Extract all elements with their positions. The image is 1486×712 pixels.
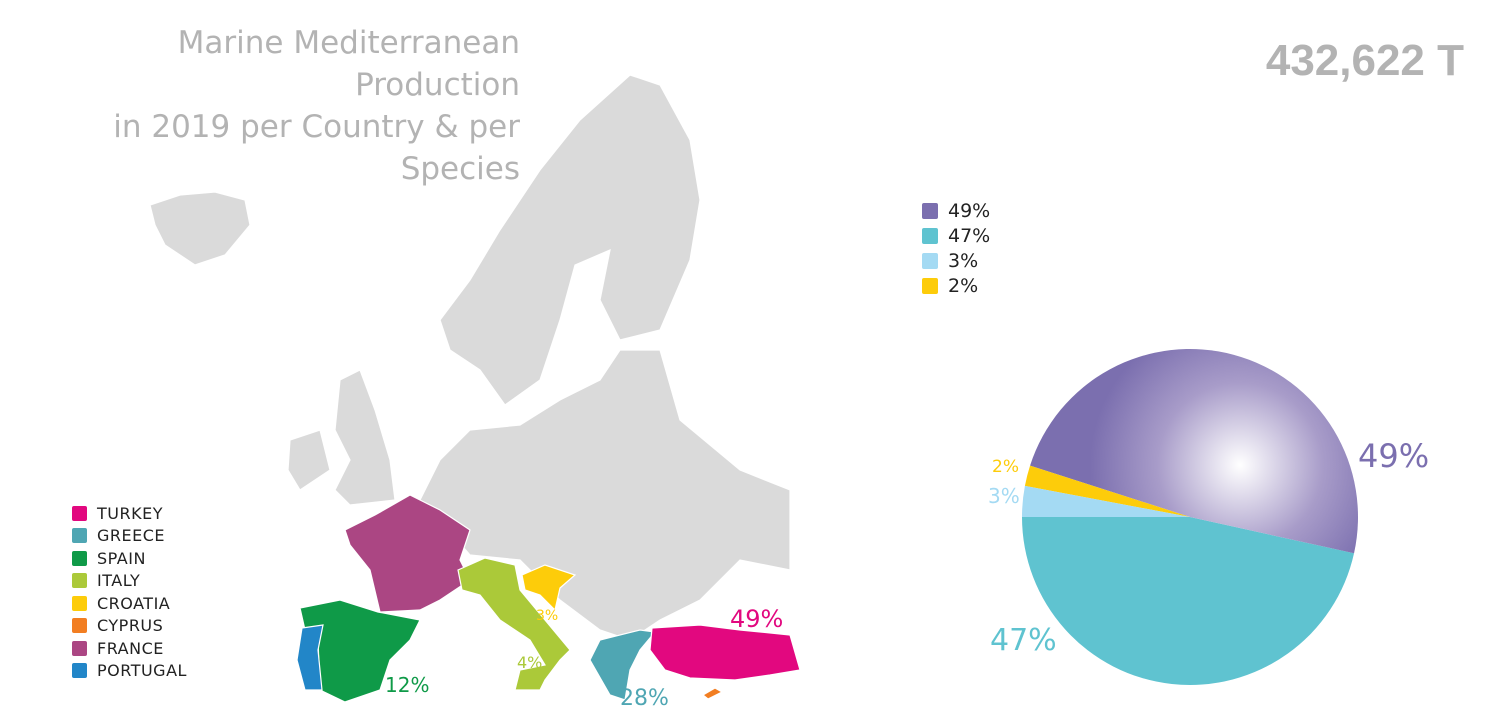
legend-swatch <box>72 640 87 656</box>
country-legend: TURKEY GREECE SPAIN ITALY CROATIA CYPRUS FRANC… <box>72 502 187 682</box>
legend-label: 3% <box>948 249 979 272</box>
spain-label: 12% <box>385 673 429 697</box>
pie-label-sea-breams: 47% <box>990 623 1057 658</box>
legend-label: 47% <box>948 224 991 247</box>
croatia-label: 3% <box>536 608 558 624</box>
legend-label: ITALY <box>97 571 141 591</box>
country-legend-item: PORTUGAL <box>72 660 187 683</box>
pie-label-sea-basses: 49% <box>1358 437 1429 475</box>
country-legend-item: TURKEY <box>72 502 187 525</box>
legend-label: GREECE <box>97 526 166 546</box>
species-legend-item: 47% <box>922 223 990 248</box>
map-italy <box>457 557 571 691</box>
country-legend-item: CYPRUS <box>72 615 187 638</box>
species-legend-item: 2% <box>922 273 990 298</box>
central-europe <box>419 349 791 641</box>
pie-slice-sea-basses <box>1030 348 1359 554</box>
species-legend: 49% 47% 3% 2% <box>922 198 990 298</box>
legend-label: FRANCE <box>97 638 164 658</box>
country-legend-item: ITALY <box>72 570 187 593</box>
turkey-label: 49% <box>730 605 783 633</box>
legend-label: TURKEY <box>97 503 163 523</box>
map-greece <box>589 629 657 701</box>
legend-swatch <box>72 663 87 679</box>
legend-label: CROATIA <box>97 593 171 613</box>
country-legend-item: FRANCE <box>72 637 187 660</box>
map-turkey <box>649 624 801 681</box>
map-croatia <box>521 564 577 612</box>
legend-swatch <box>72 573 87 589</box>
legend-swatch <box>922 202 938 219</box>
species-legend-item: 3% <box>922 248 990 273</box>
legend-swatch <box>72 505 87 521</box>
legend-swatch <box>72 618 87 634</box>
map-portugal <box>296 624 324 691</box>
legend-label: 49% <box>948 199 991 222</box>
uk <box>334 369 396 506</box>
ireland <box>287 429 331 491</box>
legend-swatch <box>922 227 938 244</box>
legend-label: CYPRUS <box>97 616 164 636</box>
pie-slice-turbot <box>1022 485 1190 517</box>
legend-label: SPAIN <box>97 548 146 568</box>
italy-label: 4% <box>517 653 542 672</box>
species-pie: 49% 47% 3% 2% <box>988 348 1429 685</box>
scandinavia <box>439 74 701 406</box>
legend-swatch <box>72 550 87 566</box>
pie-slice-sea-breams <box>1022 517 1355 685</box>
iceland <box>149 191 251 266</box>
pie-label-meagre: 2% <box>992 457 1019 477</box>
map-cyprus <box>701 687 724 700</box>
title-line-2: in 2019 per Country & per Species <box>113 109 520 187</box>
legend-swatch <box>72 528 87 544</box>
greece-label: 28% <box>620 686 669 711</box>
title-line-1: Marine Mediterranean Production <box>177 25 520 103</box>
country-legend-item: SPAIN <box>72 547 187 570</box>
country-legend-item: CROATIA <box>72 592 187 615</box>
legend-swatch <box>72 595 87 611</box>
pie-label-turbot: 3% <box>988 484 1020 508</box>
legend-label: PORTUGAL <box>97 661 187 681</box>
country-legend-item: GREECE <box>72 525 187 548</box>
chart-title: Marine Mediterranean Production in 2019 … <box>22 22 520 190</box>
legend-swatch <box>922 252 938 269</box>
total-production: 432,622 T <box>1265 36 1464 85</box>
species-legend-item: 49% <box>922 198 990 223</box>
legend-label: 2% <box>948 274 979 297</box>
legend-swatch <box>922 277 938 294</box>
pie-slice-meagre <box>1024 465 1190 517</box>
